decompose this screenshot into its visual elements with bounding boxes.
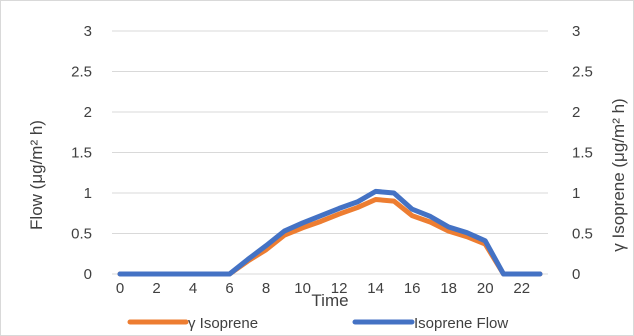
x-tick-label: 18 <box>440 280 457 297</box>
x-axis-title: Time <box>311 291 348 310</box>
left-tick-label: 1.5 <box>71 145 92 162</box>
left-axis-ticks: 0 0.5 1 1.5 2 2.5 3 <box>71 23 92 283</box>
right-tick-label: 2.5 <box>572 64 593 81</box>
x-axis-ticks: 0 2 4 6 8 10 12 14 16 18 20 22 <box>116 280 530 297</box>
legend-label-0: γ Isoprene <box>188 315 258 332</box>
gridlines <box>112 30 548 275</box>
x-tick-label: 22 <box>513 280 530 297</box>
right-tick-label: 3 <box>572 23 580 40</box>
right-tick-label: 1.5 <box>572 145 593 162</box>
right-axis-title: γ Isoprene (μg/m² h) <box>609 98 628 251</box>
x-tick-label: 12 <box>331 280 348 297</box>
series-lines <box>117 188 543 277</box>
x-tick-label: 20 <box>477 280 494 297</box>
x-tick-label: 2 <box>152 280 160 297</box>
legend: γ Isoprene Isoprene Flow <box>127 315 508 332</box>
left-tick-label: 0.5 <box>71 226 92 243</box>
left-tick-label: 2.5 <box>71 64 92 81</box>
x-tick-label: 14 <box>367 280 384 297</box>
x-tick-label: 16 <box>404 280 421 297</box>
x-tick-label: 0 <box>116 280 124 297</box>
left-tick-label: 0 <box>84 266 92 283</box>
left-tick-label: 1 <box>84 185 92 202</box>
right-tick-label: 0.5 <box>572 226 593 243</box>
x-tick-label: 10 <box>294 280 311 297</box>
series-line-1 <box>117 188 543 277</box>
right-tick-label: 2 <box>572 104 580 121</box>
legend-label-1: Isoprene Flow <box>414 315 508 332</box>
right-tick-label: 1 <box>572 185 580 202</box>
x-tick-label: 6 <box>225 280 233 297</box>
left-axis-title: Flow (μg/m² h) <box>27 120 46 230</box>
right-axis-ticks: 0 0.5 1 1.5 2 2.5 3 <box>572 23 593 283</box>
left-tick-label: 3 <box>84 23 92 40</box>
x-tick-label: 8 <box>262 280 270 297</box>
right-tick-label: 0 <box>572 266 580 283</box>
left-tick-label: 2 <box>84 104 92 121</box>
x-tick-label: 4 <box>189 280 197 297</box>
